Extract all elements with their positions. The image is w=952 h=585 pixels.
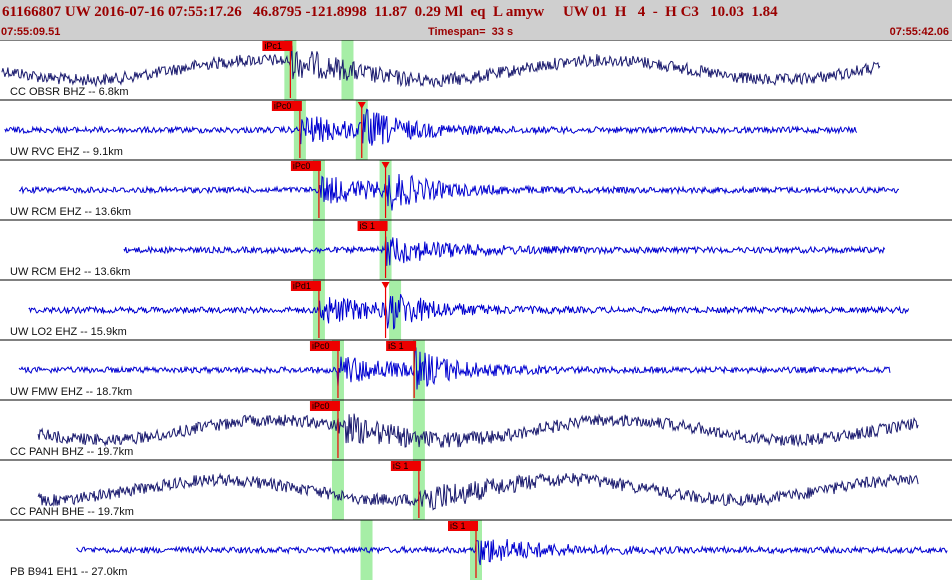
trace-label: CC PANH BHZ -- 19.7km <box>10 446 134 458</box>
end-time-label: 07:55:42.06 <box>889 26 949 38</box>
pick-flag <box>357 221 388 231</box>
seismogram-panel[interactable]: iPc1 iPc0 iPc0 iS 1 iPd1 iPc0 iS 1 iPc0 iS 1 iS 1… <box>0 39 952 580</box>
pick-flag <box>390 461 421 471</box>
waveform-trace <box>18 347 891 390</box>
trace-label: CC OBSR BHZ -- 6.8km <box>10 86 129 98</box>
trace-label: UW RCM EH2 -- 13.6km <box>10 266 131 278</box>
pick-label: iS 1 <box>360 221 376 231</box>
event-header-bar: 61166807 UW 2016-07-16 07:55:17.26 46.87… <box>0 0 952 40</box>
pick-label: iS 1 <box>393 461 409 471</box>
pick-window-p <box>331 460 344 520</box>
trace-label: UW LO2 EHZ -- 15.9km <box>10 326 127 338</box>
pick-label: iPc1 <box>264 41 282 51</box>
pick-flag <box>271 101 302 111</box>
pick-marker <box>381 162 390 169</box>
event-summary-title: 61166807 UW 2016-07-16 07:55:17.26 46.87… <box>2 4 778 20</box>
pick-flag <box>262 41 293 51</box>
pick-label: iPc0 <box>312 401 330 411</box>
pick-marker <box>381 282 390 289</box>
waveform-trace <box>37 472 919 511</box>
timespan-label: Timespan= 33 s <box>428 26 514 38</box>
waveform-trace <box>4 108 858 146</box>
pick-flag <box>309 341 340 351</box>
pick-flag <box>386 341 417 351</box>
pick-label: iPc0 <box>274 101 292 111</box>
seismogram-traces[interactable]: iPc1 iPc0 iPc0 iS 1 iPd1 iPc0 iS 1 iPc0 iS 1 iS 1 <box>0 39 952 580</box>
waveform-trace <box>37 413 919 448</box>
waveform-trace <box>123 236 886 266</box>
waveform-trace <box>76 539 948 566</box>
pick-label: iPc0 <box>293 161 311 171</box>
start-time-label: 07:55:09.51 <box>1 26 61 38</box>
pick-flag <box>290 281 321 291</box>
pick-label: iPd1 <box>293 281 311 291</box>
waveform-trace <box>28 294 910 330</box>
trace-label: PB B941 EH1 -- 27.0km <box>10 566 128 578</box>
trace-label: UW FMW EHZ -- 18.7km <box>10 386 133 398</box>
pick-flag <box>448 521 478 531</box>
waveform-trace <box>18 173 900 211</box>
waveform-trace <box>1 45 881 89</box>
trace-label: UW RVC EHZ -- 9.1km <box>10 146 123 158</box>
pick-marker <box>357 102 366 109</box>
pick-window-s <box>341 40 354 100</box>
pick-window-s <box>412 400 425 460</box>
pick-label: iS 1 <box>388 341 404 351</box>
pick-flag <box>290 161 321 171</box>
pick-label: iPc0 <box>312 341 330 351</box>
pick-flag <box>309 401 340 411</box>
pick-label: iS 1 <box>450 521 466 531</box>
trace-label: CC PANH BHE -- 19.7km <box>10 506 134 518</box>
trace-label: UW RCM EHZ -- 13.6km <box>10 206 131 218</box>
